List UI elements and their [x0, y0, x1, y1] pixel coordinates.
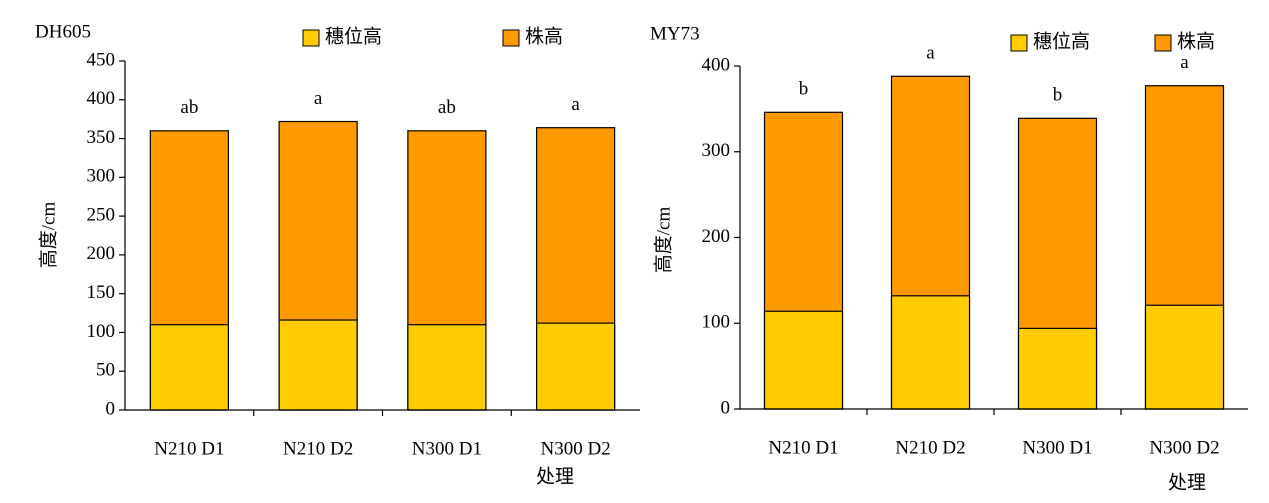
bar: [763, 310, 844, 410]
y-tick-label: 200: [702, 226, 731, 247]
y-tick-label: 50: [96, 360, 115, 381]
significance-label: a: [1180, 52, 1189, 73]
bar: [1017, 327, 1098, 410]
chart: MY73 高度/cm 处理 穗位高 株高 0 100 200 300 400 b N210 D1 a N2…: [650, 23, 1248, 493]
legend-swatch: [1154, 34, 1172, 52]
bar: [1144, 304, 1225, 410]
x-tick-label: N300 D2: [541, 438, 611, 459]
y-axis-label: 高度/cm: [37, 202, 59, 269]
bar: [536, 322, 616, 411]
x-tick-label: N300 D1: [412, 438, 482, 459]
x-tick-label: N210 D1: [154, 438, 224, 459]
significance-label: ab: [438, 97, 456, 118]
legend-swatch: [502, 29, 520, 47]
x-tick-label: N210 D1: [768, 437, 838, 458]
y-tick-label: 400: [702, 54, 731, 75]
chart-title: MY73: [650, 23, 700, 44]
x-axis-label: 处理: [1168, 471, 1206, 493]
y-tick-label: 300: [702, 140, 731, 161]
chart-title: DH605: [35, 21, 91, 42]
y-tick-label: 200: [87, 243, 116, 264]
x-tick-label: N210 D2: [895, 437, 965, 458]
y-tick-label: 450: [87, 49, 116, 70]
significance-label: a: [571, 94, 580, 115]
y-axis-label: 高度/cm: [652, 207, 674, 274]
y-tick-label: 150: [87, 282, 116, 303]
legend-label: 穗位高: [325, 25, 382, 47]
bar: [149, 324, 229, 411]
x-tick-label: N300 D2: [1149, 437, 1219, 458]
significance-label: a: [314, 88, 323, 109]
legend-label: 株高: [1177, 30, 1215, 52]
bar: [278, 319, 358, 411]
y-tick-label: 100: [87, 321, 116, 342]
legend-swatch: [302, 29, 320, 47]
y-tick-label: 350: [87, 127, 116, 148]
significance-label: b: [799, 79, 809, 100]
chart: DH605 高度/cm 处理 穗位高 株高 0 50 100 150 200 250 300 350 40…: [35, 21, 640, 487]
significance-label: ab: [180, 97, 198, 118]
x-axis-label: 处理: [536, 465, 574, 487]
y-tick-label: 250: [87, 204, 116, 225]
x-tick-label: N210 D2: [283, 438, 353, 459]
bar: [890, 295, 971, 410]
y-tick-label: 100: [702, 312, 731, 333]
bar: [407, 324, 487, 411]
legend-label: 穗位高: [1033, 30, 1090, 52]
significance-label: a: [926, 43, 935, 64]
significance-label: b: [1053, 85, 1063, 106]
legend-label: 株高: [525, 25, 563, 47]
legend-swatch: [1010, 34, 1028, 52]
y-tick-label: 400: [87, 88, 116, 109]
y-tick-label: 300: [87, 166, 116, 187]
y-tick-label: 0: [721, 397, 731, 418]
y-tick-label: 0: [106, 398, 116, 419]
x-tick-label: N300 D1: [1022, 437, 1092, 458]
